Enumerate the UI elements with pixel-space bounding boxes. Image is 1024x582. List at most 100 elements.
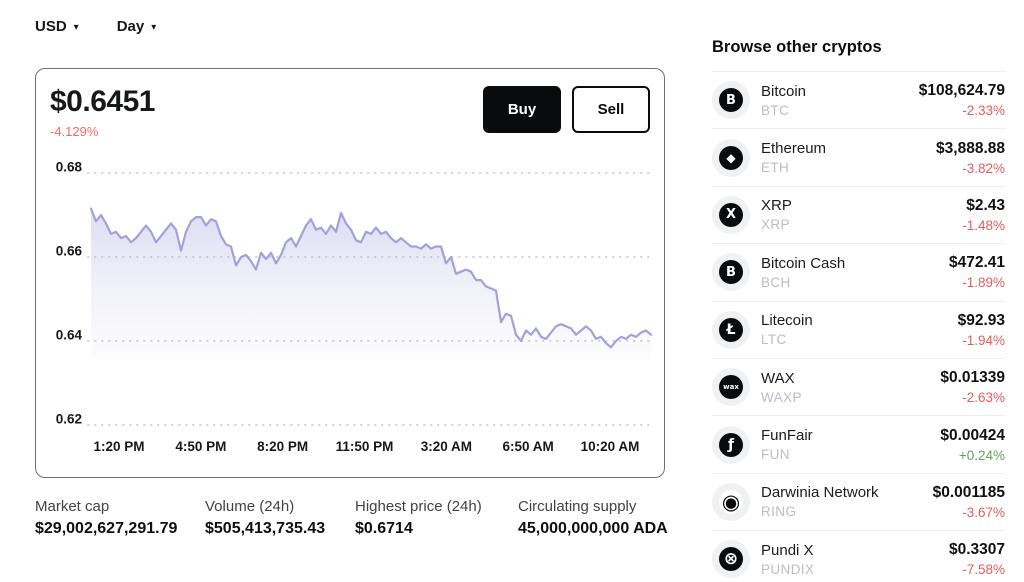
chevron-down-icon: ▾ xyxy=(151,21,157,33)
stat-volume: Volume (24h) $505,413,735.43 xyxy=(205,498,325,538)
coin-glyph: wax xyxy=(719,375,743,400)
browse-cryptos-heading: Browse other cryptos xyxy=(712,38,882,56)
crypto-price: $472.41 xyxy=(948,254,1005,272)
stat-label: Circulating supply xyxy=(518,498,637,515)
crypto-change: -1.48% xyxy=(962,217,1005,233)
crypto-change: -1.89% xyxy=(962,275,1005,291)
crypto-symbol: RING xyxy=(761,504,797,520)
crypto-symbol: BCH xyxy=(761,274,791,290)
crypto-name: XRP xyxy=(761,197,792,215)
stat-label: Volume (24h) xyxy=(205,498,295,515)
chevron-down-icon: ▾ xyxy=(73,21,79,33)
crypto-name: Litecoin xyxy=(761,312,813,330)
crypto-price: $0.001185 xyxy=(932,483,1005,501)
currency-dropdown[interactable]: USD ▾ xyxy=(35,18,79,35)
y-axis-tick-label: 0.66 xyxy=(56,244,83,259)
y-axis-tick-label: 0.62 xyxy=(56,412,82,427)
crypto-name: WAX xyxy=(761,369,795,387)
crypto-symbol: PUNDIX xyxy=(761,561,815,577)
wax-icon: wax xyxy=(712,368,750,407)
buy-button[interactable]: Buy xyxy=(483,86,561,133)
period-dropdown-label: Day xyxy=(116,18,145,35)
crypto-change: -7.58% xyxy=(962,562,1005,578)
crypto-price: $3,888.88 xyxy=(936,139,1005,157)
x-axis-tick-label: 6:50 AM xyxy=(503,439,554,454)
crypto-symbol: ETH xyxy=(761,160,790,176)
crypto-row-darwinia-network[interactable]: ◉ Darwinia Network RING $0.001185 -3.67% xyxy=(712,472,1005,530)
crypto-row-funfair[interactable]: ƒ FunFair FUN $0.00424 +0.24% xyxy=(712,415,1005,472)
bitcoin-cash-icon: B xyxy=(712,253,750,292)
period-dropdown[interactable]: Day ▾ xyxy=(117,18,157,35)
x-axis-tick-label: 8:20 PM xyxy=(257,439,308,454)
coin-glyph: ⊗ xyxy=(719,547,743,572)
pundi-x-icon: ⊗ xyxy=(712,540,750,579)
stat-value: $0.6714 xyxy=(355,520,413,537)
crypto-change: -2.63% xyxy=(962,390,1005,406)
crypto-price: $0.01339 xyxy=(940,369,1005,387)
stat-market-cap: Market cap $29,002,627,291.79 xyxy=(35,498,177,538)
crypto-row-litecoin[interactable]: Ł Litecoin LTC $92.93 -1.94% xyxy=(712,300,1005,358)
x-axis-tick-label: 1:20 PM xyxy=(93,439,144,454)
coin-glyph: ƒ xyxy=(719,432,743,457)
crypto-price: $0.00424 xyxy=(940,426,1005,444)
crypto-change: -1.94% xyxy=(962,332,1005,348)
crypto-price: $2.43 xyxy=(966,196,1005,214)
crypto-symbol: WAXP xyxy=(761,389,802,405)
crypto-name: Bitcoin Cash xyxy=(761,254,846,272)
crypto-name: Pundi X xyxy=(761,541,814,559)
stat-highest-price: Highest price (24h) $0.6714 xyxy=(355,498,482,538)
crypto-row-ethereum[interactable]: ◆ Ethereum ETH $3,888.88 -3.82% xyxy=(712,128,1005,185)
y-axis-tick-label: 0.68 xyxy=(56,160,83,175)
crypto-price: $108,624.79 xyxy=(918,82,1005,100)
funfair-icon: ƒ xyxy=(712,425,750,464)
darwinia-icon: ◉ xyxy=(712,482,750,521)
crypto-row-xrp[interactable]: X XRP XRP $2.43 -1.48% xyxy=(712,185,1005,243)
xrp-icon: X xyxy=(712,195,750,234)
crypto-row-bitcoin-cash[interactable]: B Bitcoin Cash BCH $472.41 -1.89% xyxy=(712,243,1005,300)
crypto-symbol: FUN xyxy=(761,447,790,463)
crypto-symbol: XRP xyxy=(761,217,790,233)
crypto-change: -3.67% xyxy=(962,504,1005,520)
crypto-row-bitcoin[interactable]: B Bitcoin BTC $108,624.79 -2.33% xyxy=(712,71,1005,128)
currency-dropdown-label: USD xyxy=(35,18,67,35)
y-axis-tick-label: 0.64 xyxy=(56,328,83,343)
coin-glyph: ◉ xyxy=(719,489,743,514)
crypto-price: $92.93 xyxy=(957,311,1005,329)
price-chart-card: 0.68 0.66 0.64 0.62 1:20 PM 4:50 PM 8:20 PM 11:… xyxy=(35,68,665,478)
sell-button[interactable]: Sell xyxy=(572,86,650,133)
crypto-change: -3.82% xyxy=(962,160,1005,176)
browse-cryptos-panel: Browse other cryptos B Bitcoin BTC $108,6… xyxy=(712,30,1005,582)
price-change-percent: -4.129% xyxy=(50,124,99,139)
x-axis-tick-label: 11:50 PM xyxy=(336,439,394,454)
price-chart[interactable]: 0.68 0.66 0.64 0.62 1:20 PM 4:50 PM 8:20 PM 11:… xyxy=(36,69,666,479)
x-axis-tick-label: 4:50 PM xyxy=(175,439,226,454)
stat-value: $29,002,627,291.79 xyxy=(35,520,178,537)
stat-label: Market cap xyxy=(35,498,110,515)
price-line xyxy=(89,207,653,349)
current-price-block: $0.6451 -4.129% xyxy=(50,85,155,139)
coin-glyph: B xyxy=(719,88,743,113)
coin-glyph: X xyxy=(719,202,743,227)
stat-value: 45,000,000,000 ADA xyxy=(518,520,668,537)
crypto-row-wax[interactable]: wax WAX WAXP $0.01339 -2.63% xyxy=(712,357,1005,415)
coin-glyph: Ł xyxy=(719,317,743,342)
crypto-change: -2.33% xyxy=(962,103,1005,119)
x-axis-tick-label: 3:20 AM xyxy=(421,439,472,454)
asset-stats: Market cap $29,002,627,291.79 Volume (24… xyxy=(0,498,700,544)
crypto-symbol: LTC xyxy=(761,332,787,348)
crypto-price: $0.3307 xyxy=(948,541,1005,559)
litecoin-icon: Ł xyxy=(712,310,750,349)
stat-value: $505,413,735.43 xyxy=(205,520,326,537)
current-price: $0.6451 xyxy=(50,85,155,118)
crypto-name: Darwinia Network xyxy=(761,484,879,502)
x-axis-tick-label: 10:20 AM xyxy=(581,439,640,454)
bitcoin-icon: B xyxy=(712,81,750,120)
crypto-name: Ethereum xyxy=(761,140,827,158)
crypto-name: Bitcoin xyxy=(761,82,807,100)
chart-toolbar: USD ▾ Day ▾ xyxy=(35,18,156,35)
stat-circulating-supply: Circulating supply 45,000,000,000 ADA xyxy=(518,498,668,538)
crypto-row-pundi-x[interactable]: ⊗ Pundi X PUNDIX $0.3307 -7.58% xyxy=(712,530,1005,582)
crypto-change: +0.24% xyxy=(958,447,1005,463)
ethereum-icon: ◆ xyxy=(712,138,750,177)
